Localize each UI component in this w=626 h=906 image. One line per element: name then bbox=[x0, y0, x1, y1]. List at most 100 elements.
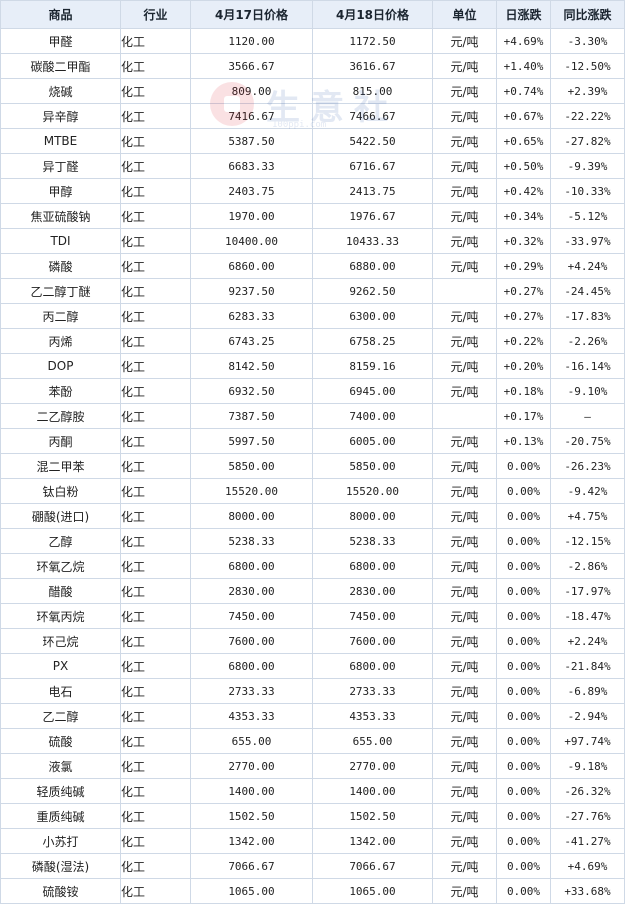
table-row: PX 化工 6800.00 6800.00 元/吨 0.00% -21.84% bbox=[0, 653, 625, 679]
commodity-name[interactable]: 环己烷 bbox=[0, 628, 121, 654]
industry-cell: 化工 bbox=[120, 53, 191, 79]
yoy-change-cell: -18.47% bbox=[550, 603, 625, 629]
commodity-name[interactable]: 焦亚硫酸钠 bbox=[0, 203, 121, 229]
commodity-name[interactable]: 异丁醛 bbox=[0, 153, 121, 179]
price-apr18-cell: 1976.67 bbox=[312, 203, 433, 229]
commodity-name[interactable]: 烧碱 bbox=[0, 78, 121, 104]
daily-change-cell: +0.17% bbox=[496, 403, 551, 429]
industry-cell: 化工 bbox=[120, 728, 191, 754]
price-apr17-cell: 5387.50 bbox=[190, 128, 313, 154]
unit-cell: 元/吨 bbox=[432, 128, 497, 154]
yoy-change-cell: -2.94% bbox=[550, 703, 625, 729]
price-apr18-cell: 3616.67 bbox=[312, 53, 433, 79]
commodity-name[interactable]: 甲醇 bbox=[0, 178, 121, 204]
commodity-name[interactable]: 硼酸(进口) bbox=[0, 503, 121, 529]
daily-change-cell: +0.32% bbox=[496, 228, 551, 254]
price-apr17-cell: 1342.00 bbox=[190, 828, 313, 854]
commodity-name[interactable]: 硫酸铵 bbox=[0, 878, 121, 904]
commodity-name[interactable]: 丙烯 bbox=[0, 328, 121, 354]
unit-cell: 元/吨 bbox=[432, 753, 497, 779]
commodity-name[interactable]: 混二甲苯 bbox=[0, 453, 121, 479]
commodity-name[interactable]: 碳酸二甲酯 bbox=[0, 53, 121, 79]
unit-cell bbox=[432, 278, 497, 304]
price-apr17-cell: 1065.00 bbox=[190, 878, 313, 904]
price-apr18-cell: 6300.00 bbox=[312, 303, 433, 329]
industry-cell: 化工 bbox=[120, 453, 191, 479]
commodity-name[interactable]: 轻质纯碱 bbox=[0, 778, 121, 804]
price-apr18-cell: 9262.50 bbox=[312, 278, 433, 304]
price-apr18-cell: 6716.67 bbox=[312, 153, 433, 179]
daily-change-cell: +0.50% bbox=[496, 153, 551, 179]
commodity-name[interactable]: 电石 bbox=[0, 678, 121, 704]
price-apr17-cell: 6800.00 bbox=[190, 653, 313, 679]
unit-cell: 元/吨 bbox=[432, 528, 497, 554]
commodity-name[interactable]: 乙醇 bbox=[0, 528, 121, 554]
price-apr18-cell: 1065.00 bbox=[312, 878, 433, 904]
commodity-name[interactable]: 磷酸 bbox=[0, 253, 121, 279]
yoy-change-cell: -12.15% bbox=[550, 528, 625, 554]
commodity-name[interactable]: 环氧乙烷 bbox=[0, 553, 121, 579]
table-row: 异辛醇 化工 7416.67 7466.67 元/吨 +0.67% -22.22% bbox=[0, 103, 625, 129]
daily-change-cell: +0.27% bbox=[496, 303, 551, 329]
commodity-name[interactable]: 乙二醇 bbox=[0, 703, 121, 729]
price-apr18-cell: 1502.50 bbox=[312, 803, 433, 829]
col-header-industry[interactable]: 行业 bbox=[120, 0, 191, 29]
yoy-change-cell: +4.24% bbox=[550, 253, 625, 279]
commodity-name[interactable]: 甲醛 bbox=[0, 28, 121, 54]
table-row: 丙二醇 化工 6283.33 6300.00 元/吨 +0.27% -17.83% bbox=[0, 303, 625, 329]
col-header-daily-change[interactable]: 日涨跌 bbox=[496, 0, 551, 29]
table-body: 甲醛 化工 1120.00 1172.50 元/吨 +4.69% -3.30% 碳酸二甲酯 化工… bbox=[0, 28, 625, 904]
price-apr17-cell: 4353.33 bbox=[190, 703, 313, 729]
price-apr17-cell: 5850.00 bbox=[190, 453, 313, 479]
unit-cell: 元/吨 bbox=[432, 78, 497, 104]
table-row: 丙烯 化工 6743.25 6758.25 元/吨 +0.22% -2.26% bbox=[0, 328, 625, 354]
unit-cell: 元/吨 bbox=[432, 453, 497, 479]
commodity-name[interactable]: 液氯 bbox=[0, 753, 121, 779]
commodity-name[interactable]: 硫酸 bbox=[0, 728, 121, 754]
table-row: 环己烷 化工 7600.00 7600.00 元/吨 0.00% +2.24% bbox=[0, 628, 625, 654]
col-header-price1[interactable]: 4月17日价格 bbox=[190, 0, 313, 29]
commodity-name[interactable]: 二乙醇胺 bbox=[0, 403, 121, 429]
table-row: 电石 化工 2733.33 2733.33 元/吨 0.00% -6.89% bbox=[0, 678, 625, 704]
price-apr18-cell: 6945.00 bbox=[312, 378, 433, 404]
commodity-name[interactable]: 苯酚 bbox=[0, 378, 121, 404]
industry-cell: 化工 bbox=[120, 528, 191, 554]
price-apr18-cell: 1400.00 bbox=[312, 778, 433, 804]
yoy-change-cell: -9.18% bbox=[550, 753, 625, 779]
daily-change-cell: 0.00% bbox=[496, 578, 551, 604]
commodity-name[interactable]: 钛白粉 bbox=[0, 478, 121, 504]
col-header-price2[interactable]: 4月18日价格 bbox=[312, 0, 433, 29]
commodity-name[interactable]: MTBE bbox=[0, 128, 121, 154]
yoy-change-cell: -3.30% bbox=[550, 28, 625, 54]
yoy-change-cell: -9.39% bbox=[550, 153, 625, 179]
industry-cell: 化工 bbox=[120, 378, 191, 404]
price-apr18-cell: 6800.00 bbox=[312, 653, 433, 679]
commodity-name[interactable]: 丙酮 bbox=[0, 428, 121, 454]
commodity-name[interactable]: 环氧丙烷 bbox=[0, 603, 121, 629]
commodity-name[interactable]: 乙二醇丁醚 bbox=[0, 278, 121, 304]
table-row: 环氧丙烷 化工 7450.00 7450.00 元/吨 0.00% -18.47% bbox=[0, 603, 625, 629]
commodity-name[interactable]: DOP bbox=[0, 353, 121, 379]
industry-cell: 化工 bbox=[120, 578, 191, 604]
table-header-row: 商品 行业 4月17日价格 4月18日价格 单位 日涨跌 同比涨跌 bbox=[0, 0, 625, 29]
commodity-name[interactable]: PX bbox=[0, 653, 121, 679]
commodity-name[interactable]: 重质纯碱 bbox=[0, 803, 121, 829]
price-apr18-cell: 2770.00 bbox=[312, 753, 433, 779]
price-apr18-cell: 8000.00 bbox=[312, 503, 433, 529]
price-apr17-cell: 6743.25 bbox=[190, 328, 313, 354]
col-header-unit[interactable]: 单位 bbox=[432, 0, 497, 29]
commodity-name[interactable]: TDI bbox=[0, 228, 121, 254]
commodity-name[interactable]: 磷酸(湿法) bbox=[0, 853, 121, 879]
commodity-name[interactable]: 醋酸 bbox=[0, 578, 121, 604]
price-apr17-cell: 655.00 bbox=[190, 728, 313, 754]
unit-cell: 元/吨 bbox=[432, 28, 497, 54]
commodity-name[interactable]: 小苏打 bbox=[0, 828, 121, 854]
commodity-name[interactable]: 丙二醇 bbox=[0, 303, 121, 329]
yoy-change-cell: +97.74% bbox=[550, 728, 625, 754]
col-header-yoy-change[interactable]: 同比涨跌 bbox=[550, 0, 625, 29]
unit-cell: 元/吨 bbox=[432, 828, 497, 854]
col-header-name[interactable]: 商品 bbox=[0, 0, 121, 29]
price-apr17-cell: 6800.00 bbox=[190, 553, 313, 579]
daily-change-cell: 0.00% bbox=[496, 778, 551, 804]
commodity-name[interactable]: 异辛醇 bbox=[0, 103, 121, 129]
